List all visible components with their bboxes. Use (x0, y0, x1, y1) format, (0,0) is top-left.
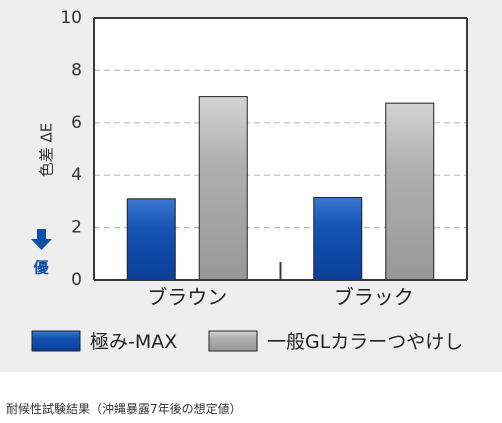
bar-chart: 0 2 4 6 8 10 ブラウン ブラック 色差 ΔE 優 極み-MAX 一般GLカラーつ… (31, 8, 468, 353)
legend-swatch-blue (31, 330, 81, 352)
arrow-down-icon (31, 229, 52, 250)
legend-swatch-gray (208, 330, 258, 352)
bar-series-0-cat-1 (313, 196, 363, 281)
y-tick-label-4: 4 (71, 165, 82, 185)
legend-label-series-1: 一般GLカラーつやけし (267, 331, 463, 353)
legend-label-series-0: 極み-MAX (90, 331, 177, 353)
better-label: 優 (32, 259, 49, 277)
chart-panel: 0 2 4 6 8 10 ブラウン ブラック 色差 ΔE 優 極み-MAX 一般GLカラーつ… (0, 0, 502, 372)
y-tick-label-8: 8 (71, 60, 82, 80)
category-label-0: ブラウン (147, 285, 227, 309)
y-axis-label: 色差 ΔE (38, 123, 56, 178)
legend-item-series-0: 極み-MAX (31, 330, 177, 353)
y-tick-labels: 0 2 4 6 8 10 (60, 8, 82, 290)
category-label-1: ブラック (334, 285, 414, 309)
legend-item-series-1: 一般GLカラーつやけし (208, 330, 463, 353)
legend: 極み-MAX 一般GLカラーつやけし (31, 330, 463, 353)
y-tick-label-0: 0 (71, 270, 82, 290)
bar-series-1-cat-0 (198, 96, 248, 281)
bar-series-0-cat-0 (126, 198, 176, 281)
y-tick-label-10: 10 (60, 8, 82, 28)
axes (93, 17, 468, 281)
bar-series-1-cat-1 (385, 102, 435, 281)
chart-caption: 耐候性試験結果（沖縄暴露7年後の想定値） (6, 402, 242, 416)
y-tick-label-6: 6 (71, 113, 82, 133)
category-labels: ブラウン ブラック (147, 285, 414, 309)
y-tick-label-2: 2 (71, 218, 82, 238)
